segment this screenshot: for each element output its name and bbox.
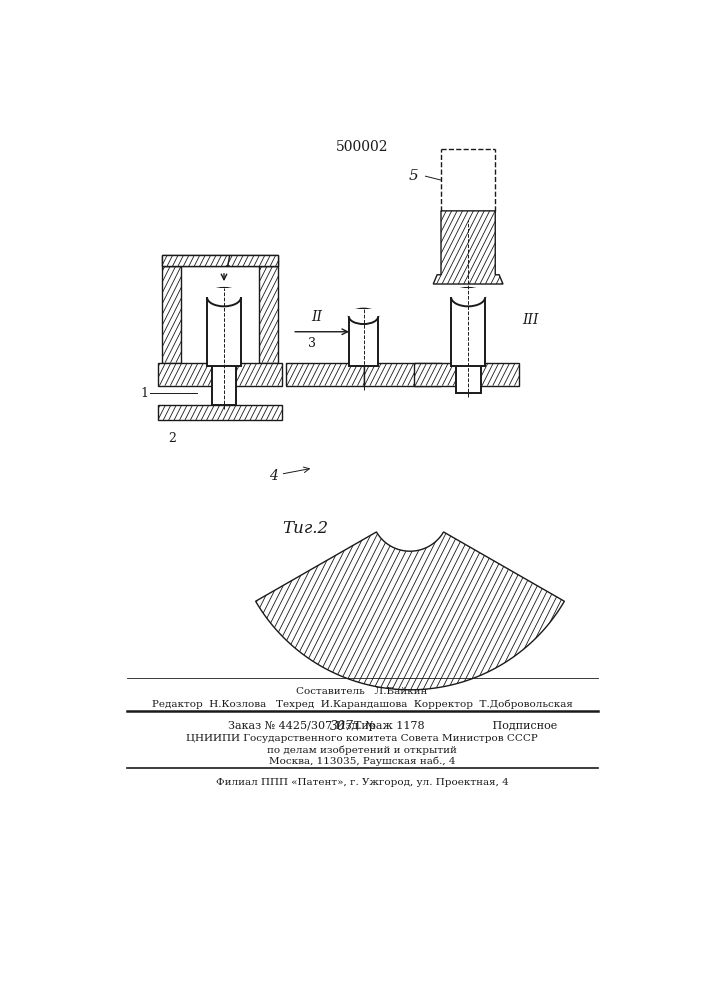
- Ellipse shape: [349, 309, 378, 324]
- Text: II: II: [312, 310, 322, 324]
- Text: 2: 2: [168, 432, 176, 445]
- Text: 500002: 500002: [336, 140, 388, 154]
- Polygon shape: [256, 532, 564, 690]
- Polygon shape: [158, 405, 282, 420]
- Bar: [211, 359, 236, 405]
- Bar: [206, 288, 242, 297]
- Bar: [207, 297, 241, 366]
- Text: I: I: [225, 255, 230, 269]
- Bar: [451, 297, 485, 366]
- Polygon shape: [433, 211, 503, 284]
- Text: 307: 307: [330, 720, 354, 733]
- Polygon shape: [162, 266, 182, 363]
- Polygon shape: [158, 363, 224, 386]
- Polygon shape: [363, 363, 441, 386]
- Polygon shape: [259, 266, 279, 363]
- Bar: [348, 309, 379, 316]
- Bar: [349, 316, 378, 366]
- Polygon shape: [162, 255, 279, 266]
- Bar: [456, 359, 481, 393]
- Text: ЦНИИПИ Государственного комитета Совета Министров СССР: ЦНИИПИ Государственного комитета Совета …: [186, 734, 538, 743]
- Text: 4: 4: [269, 469, 279, 483]
- Text: Подписное: Подписное: [468, 721, 557, 731]
- Bar: [450, 288, 486, 297]
- Text: 3: 3: [308, 337, 315, 350]
- Text: 1: 1: [141, 387, 149, 400]
- Polygon shape: [286, 363, 363, 386]
- Polygon shape: [414, 363, 468, 386]
- Text: по делам изобретений и открытий: по делам изобретений и открытий: [267, 745, 457, 755]
- Text: Филиал ППП «Патент», г. Ужгород, ул. Проектная, 4: Филиал ППП «Патент», г. Ужгород, ул. Про…: [216, 778, 508, 787]
- Polygon shape: [224, 363, 282, 386]
- Text: Составитель   Л.Байкин: Составитель Л.Байкин: [296, 687, 428, 696]
- Ellipse shape: [207, 288, 241, 306]
- Text: Москва, 113035, Раушская наб., 4: Москва, 113035, Раушская наб., 4: [269, 757, 455, 766]
- Text: Τиг.2: Τиг.2: [282, 520, 329, 537]
- Ellipse shape: [451, 288, 485, 306]
- Text: 5: 5: [409, 169, 419, 183]
- Text: III: III: [522, 313, 539, 327]
- Text: Заказ № 4425/307 Изд. №: Заказ № 4425/307 Изд. №: [228, 721, 379, 731]
- Polygon shape: [468, 363, 518, 386]
- Bar: [162, 255, 279, 266]
- Text: Редактор  Н.Козлова   Техред  И.Карандашова  Корректор  Т.Добровольская: Редактор Н.Козлова Техред И.Карандашова …: [151, 699, 573, 709]
- Text: Тираж 1178: Тираж 1178: [340, 721, 425, 731]
